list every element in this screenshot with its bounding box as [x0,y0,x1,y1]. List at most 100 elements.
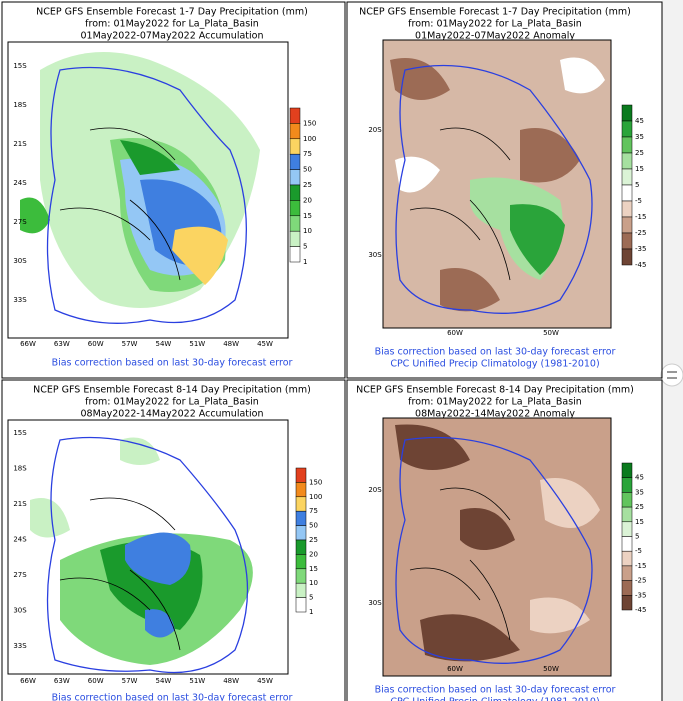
footer-line: CPC Unified Precip Climatology (1981-201… [390,697,599,701]
title-line: from: 01May2022 for La_Plata_Basin [85,397,259,408]
legend-label: 5 [635,533,639,541]
legend-swatch [621,184,633,202]
scroll-handle[interactable] [660,363,683,387]
lat-label: 21S [13,140,27,148]
legend-swatch [289,230,301,247]
lon-label: 48W [223,677,239,685]
legend-swatch [295,510,307,526]
lat-label: 21S [13,500,27,508]
legend-swatch [289,184,301,201]
legend-swatch [621,168,633,186]
legend-swatch [621,550,633,567]
lat-label: 27S [13,571,27,579]
lat-label: 30S [368,251,382,259]
legend-label: 1 [309,608,313,616]
title-line: 01May2022-07May2022 Anomaly [415,31,575,42]
lon-label: 51W [189,340,205,348]
legend-label: 50 [309,522,318,530]
legend-label: 20 [309,550,318,558]
lon-label: 57W [122,340,138,348]
legend-label: 15 [635,518,644,526]
map-precip-week2 [7,419,289,675]
legend-label: 10 [309,579,318,587]
title-line: from: 01May2022 for La_Plata_Basin [408,397,582,408]
legend-swatch [295,539,307,555]
title-line: from: 01May2022 for La_Plata_Basin [408,19,582,30]
lon-label: 50W [543,665,559,673]
legend-label: 15 [309,565,318,573]
legend-swatch [295,525,307,541]
legend-label: 15 [635,165,644,173]
map-precip-week1 [7,41,289,339]
footer-line: Bias correction based on last 30-day for… [52,693,293,701]
title-line: 01May2022-07May2022 Accumulation [81,31,264,42]
legend-label: 25 [303,181,312,189]
panel-frame [1,1,346,379]
lon-label: 48W [223,340,239,348]
legend-swatch [621,462,633,478]
legend-label: -25 [635,229,646,237]
lat-label: 15S [13,429,27,437]
legend-label: 10 [303,227,312,235]
map-anomaly-week1 [382,39,612,329]
legend-swatch [621,104,633,122]
lon-label: 54W [156,340,172,348]
legend-swatch [621,120,633,138]
legend-label: 5 [635,181,639,189]
legend-label: -35 [635,245,646,253]
legend-swatch [621,232,633,250]
legend-label: 150 [309,478,322,486]
lon-label: 60W [447,329,463,337]
title-line: NCEP GFS Ensemble Forecast 1-7 Day Preci… [359,7,631,18]
legend-label: 35 [635,133,644,141]
legend-label: 25 [635,149,644,157]
legend-swatch [621,506,633,523]
title-line: NCEP GFS Ensemble Forecast 1-7 Day Preci… [36,7,308,18]
legend-swatch [621,248,633,266]
title-line: 08May2022-14May2022 Accumulation [81,409,264,420]
title-line: NCEP GFS Ensemble Forecast 8-14 Day Prec… [356,385,634,396]
legend-swatch [289,107,301,124]
panel-frame [346,379,663,701]
legend-label: 15 [303,212,312,220]
legend-swatch [621,492,633,508]
legend-swatch [289,169,301,186]
title-line: NCEP GFS Ensemble Forecast 8-14 Day Prec… [33,385,311,396]
legend-swatch [289,215,301,232]
footer-line: CPC Unified Precip Climatology (1981-201… [390,359,599,370]
lat-label: 33S [13,296,27,304]
footer-line: Bias correction based on last 30-day for… [375,347,616,358]
legend-swatch [289,246,301,263]
legend-label: 1 [303,258,307,266]
lat-label: 18S [13,101,27,109]
legend-label: -5 [635,197,642,205]
lat-label: 20S [368,486,382,494]
legend-swatch [289,200,301,217]
title-line: 08May2022-14May2022 Anomaly [415,409,575,420]
legend-swatch [295,467,307,483]
handle-icon [667,371,677,379]
legend-label: 5 [303,243,307,251]
legend-swatch [621,595,633,611]
legend-swatch [295,496,307,512]
legend-label: 25 [309,536,318,544]
legend-swatch [621,136,633,154]
legend-swatch [289,153,301,170]
legend-swatch [621,521,633,537]
lat-label: 15S [13,62,27,70]
legend-swatch [621,152,633,170]
lon-label: 66W [20,677,36,685]
legend-label: -15 [635,562,646,570]
panel-frame [346,1,663,379]
lon-label: 45W [257,677,273,685]
legend-swatch [295,597,307,613]
legend-label: -45 [635,261,646,269]
legend-swatch [621,536,633,552]
lon-label: 60W [447,665,463,673]
title-line: from: 01May2022 for La_Plata_Basin [85,19,259,30]
lon-label: 57W [122,677,138,685]
lat-label: 30S [13,607,27,615]
lat-label: 30S [368,599,382,607]
